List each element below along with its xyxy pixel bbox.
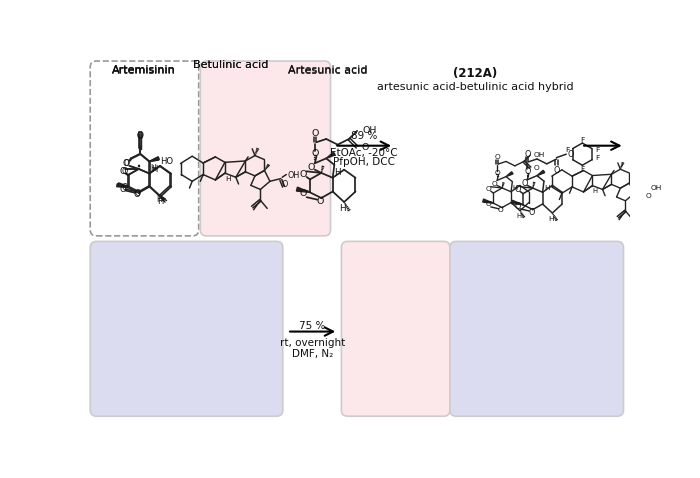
Text: O: O (121, 184, 127, 193)
Text: Artemisinin: Artemisinin (111, 65, 175, 76)
Text: O: O (120, 167, 127, 176)
Polygon shape (326, 152, 335, 158)
Text: O: O (494, 170, 500, 176)
Text: O: O (121, 167, 127, 175)
Polygon shape (118, 183, 129, 186)
Text: OH: OH (534, 152, 545, 158)
Polygon shape (150, 157, 160, 161)
Text: OH: OH (651, 185, 662, 191)
Text: (212A): (212A) (454, 67, 498, 80)
Text: rt, overnight: rt, overnight (280, 337, 345, 348)
Text: H: H (544, 185, 550, 191)
Text: O: O (533, 165, 539, 171)
Text: OH: OH (288, 172, 300, 180)
Text: F: F (595, 147, 599, 153)
Polygon shape (296, 187, 310, 192)
Text: F: F (566, 147, 570, 153)
Text: H: H (548, 216, 554, 222)
Text: Artesunic acid: Artesunic acid (288, 66, 368, 76)
Polygon shape (537, 170, 545, 175)
Text: O: O (134, 189, 141, 197)
Text: EtOAc, -20°C: EtOAc, -20°C (330, 148, 398, 158)
Text: O: O (498, 207, 504, 213)
Text: H: H (151, 164, 158, 174)
Text: DMF, N₂: DMF, N₂ (292, 348, 333, 358)
Text: artesunic acid-betulinic acid hybrid: artesunic acid-betulinic acid hybrid (377, 82, 574, 92)
Text: O: O (282, 180, 288, 188)
FancyBboxPatch shape (200, 61, 330, 236)
Text: O: O (308, 163, 315, 172)
Text: H: H (150, 164, 157, 174)
Text: H: H (516, 213, 522, 219)
Text: O: O (311, 149, 318, 158)
Text: HO: HO (160, 157, 173, 166)
Polygon shape (117, 184, 128, 187)
Text: O: O (514, 185, 521, 194)
Text: H: H (340, 204, 346, 213)
Text: 75 %: 75 % (300, 321, 326, 331)
Text: 89 %: 89 % (351, 131, 377, 141)
Text: H: H (225, 175, 230, 182)
Text: O: O (124, 159, 130, 168)
Text: O: O (645, 193, 651, 199)
Text: O: O (491, 181, 498, 186)
Text: H: H (335, 168, 341, 177)
Text: O: O (300, 170, 307, 179)
Text: Betulinic acid: Betulinic acid (193, 60, 269, 70)
Text: O: O (316, 197, 323, 206)
Text: O: O (120, 185, 127, 194)
Text: F: F (580, 166, 584, 172)
Text: Artemisinin: Artemisinin (111, 66, 175, 76)
FancyBboxPatch shape (342, 241, 450, 416)
FancyBboxPatch shape (450, 241, 624, 416)
Text: O: O (524, 167, 531, 176)
Text: F: F (580, 137, 584, 142)
Text: O: O (485, 186, 491, 192)
Text: O: O (528, 208, 535, 217)
Text: O: O (137, 132, 144, 141)
Text: H: H (158, 197, 164, 206)
Text: Artesunic acid: Artesunic acid (288, 65, 368, 76)
Text: O: O (361, 142, 369, 152)
Text: O: O (311, 129, 318, 138)
Text: O: O (300, 189, 307, 198)
Polygon shape (483, 199, 493, 203)
Text: O: O (134, 190, 141, 199)
Text: PfpOH, DCC: PfpOH, DCC (333, 157, 395, 167)
Polygon shape (506, 172, 513, 176)
Text: O: O (123, 159, 130, 168)
Text: H: H (512, 185, 517, 191)
Text: O: O (485, 201, 491, 207)
FancyBboxPatch shape (90, 241, 283, 416)
Text: O: O (568, 150, 574, 159)
Text: O: O (514, 202, 521, 211)
Text: OH: OH (362, 126, 377, 135)
Polygon shape (512, 200, 523, 205)
Text: O: O (522, 179, 528, 188)
Text: O: O (524, 150, 531, 159)
Text: H: H (157, 195, 162, 204)
Text: O: O (136, 130, 144, 140)
Text: O: O (494, 154, 500, 160)
Polygon shape (149, 157, 158, 162)
Text: Betulinic acid: Betulinic acid (193, 60, 269, 70)
Text: H: H (592, 188, 598, 194)
Text: Artemisinin: Artemisinin (111, 65, 175, 76)
Text: F: F (595, 155, 599, 161)
Text: O: O (553, 165, 560, 174)
